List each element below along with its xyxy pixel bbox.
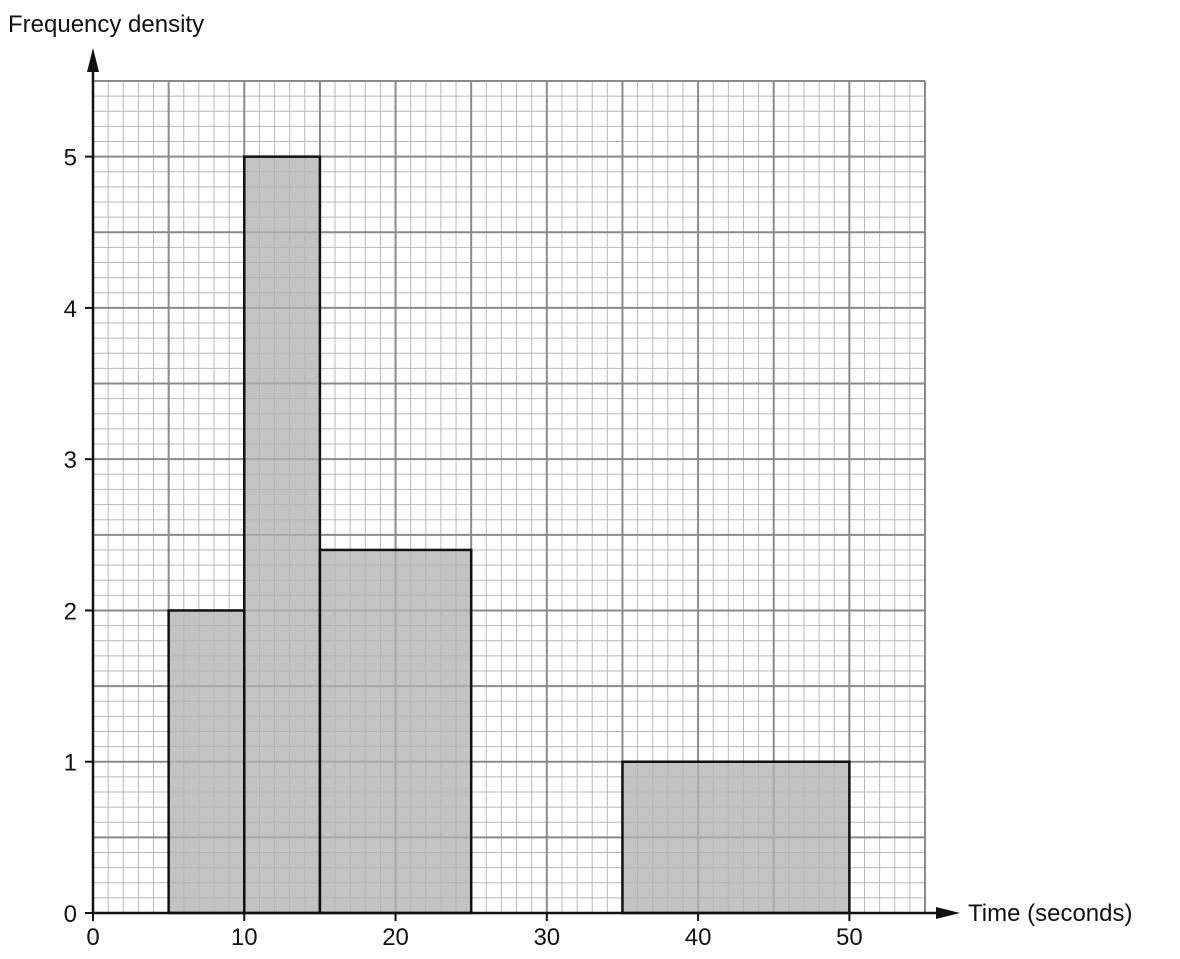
y-axis-arrow [87, 48, 99, 72]
x-axis-label: Time (seconds) [968, 900, 1132, 927]
ticks: 0 10 20 30 40 50 0 1 2 3 4 5 [64, 145, 863, 951]
histogram-bar [167, 609, 246, 915]
x-tick-label: 30 [533, 924, 560, 951]
y-tick-label: 5 [64, 145, 77, 172]
x-axis-arrow [936, 907, 960, 919]
x-tick-label: 10 [231, 924, 258, 951]
y-tick-label: 3 [64, 447, 77, 474]
histogram-bar [621, 760, 851, 915]
axes [87, 48, 960, 919]
x-tick-label: 40 [685, 924, 712, 951]
y-tick-label: 4 [64, 296, 77, 323]
x-tick-label: 50 [836, 924, 863, 951]
histogram-bar [318, 548, 473, 915]
x-tick-label: 20 [382, 924, 409, 951]
y-tick-label: 2 [64, 598, 77, 625]
y-axis-label: Frequency density [8, 11, 204, 38]
x-tick-label: 0 [86, 924, 99, 951]
y-tick-label: 1 [64, 750, 77, 777]
histogram-bar [243, 155, 322, 915]
histogram-bars [167, 155, 851, 915]
y-tick-label: 0 [64, 901, 77, 928]
